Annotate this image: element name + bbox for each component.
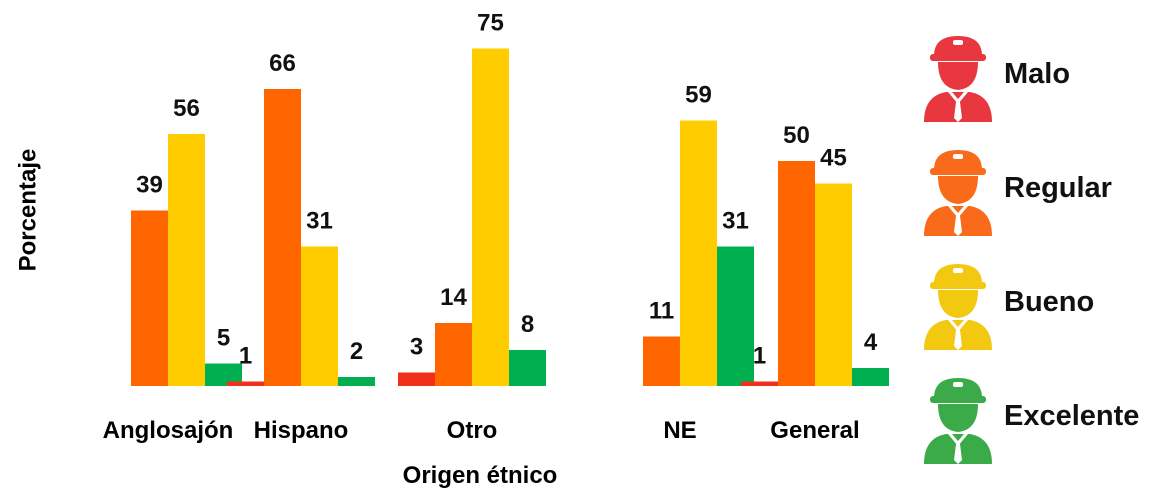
worker-icon [924,378,992,464]
legend-label-bueno: Bueno [1004,286,1095,318]
data-label-bueno-general: 45 [820,145,847,172]
data-label-excelente-otro: 8 [521,311,534,338]
worker-icon [924,150,992,236]
data-label-excelente-ne: 31 [722,208,749,235]
data-label-excelente-anglosajon: 5 [217,325,230,352]
worker-icon [924,36,992,122]
bar-malo-hispano [227,381,264,386]
data-label-bueno-otro: 75 [477,10,504,37]
data-label-bueno-hispano: 31 [306,208,333,235]
bar-excelente-hispano [338,377,375,386]
legend-item-regular: Regular [920,144,1155,236]
data-label-excelente-hispano: 2 [350,338,363,365]
data-label-malo-general: 1 [753,343,766,370]
legend-label-regular: Regular [1004,172,1112,204]
bar-excelente-ne [717,246,754,386]
data-label-regular-general: 50 [783,122,810,149]
data-label-malo-hispano: 1 [239,343,252,370]
data-label-bueno-anglosajon: 56 [173,95,200,122]
y-axis-title-wrap: Porcentaje [8,140,48,280]
category-label-hispano: Hispano [254,417,349,444]
bar-bueno-anglosajon [168,134,205,386]
data-label-malo-otro: 3 [410,334,423,361]
bar-excelente-anglosajon [205,363,242,386]
data-label-regular-ne: 11 [649,298,674,325]
data-label-regular-otro: 14 [440,284,467,311]
legend-item-excelente: Excelente [920,372,1155,464]
category-labels-group: Anglosajón Hispano Otro NE General [103,417,860,444]
y-axis-title: Porcentaje [14,148,41,272]
bar-regular-anglosajon [131,210,168,386]
data-label-regular-hispano: 66 [269,50,296,77]
data-label-excelente-general: 4 [864,329,878,356]
category-label-general: General [770,417,859,444]
legend-label-malo: Malo [1004,58,1071,90]
bar-regular-otro [435,323,472,386]
category-label-anglosajon: Anglosajón [103,417,234,444]
bar-excelente-general [852,368,889,386]
legend-label-excelente: Excelente [1004,400,1140,432]
x-axis-title: Origen étnico [403,462,558,489]
bar-regular-general [778,161,815,386]
bar-bueno-hispano [301,246,338,386]
bar-bueno-general [815,183,852,386]
bar-regular-ne [643,336,680,386]
bars-group [131,48,889,386]
category-label-ne: NE [663,417,696,444]
legend-item-bueno: Bueno [920,258,1155,350]
bar-regular-hispano [264,89,301,386]
category-label-otro: Otro [447,417,498,444]
worker-icon [924,264,992,350]
bar-excelente-otro [509,350,546,386]
legend-item-malo: Malo [920,30,1155,122]
bar-malo-general [741,381,778,386]
data-label-regular-anglosajon: 39 [136,172,163,199]
data-label-bueno-ne: 59 [685,82,712,109]
bar-bueno-otro [472,48,509,386]
bar-bueno-ne [680,120,717,386]
bar-malo-otro [398,372,435,386]
